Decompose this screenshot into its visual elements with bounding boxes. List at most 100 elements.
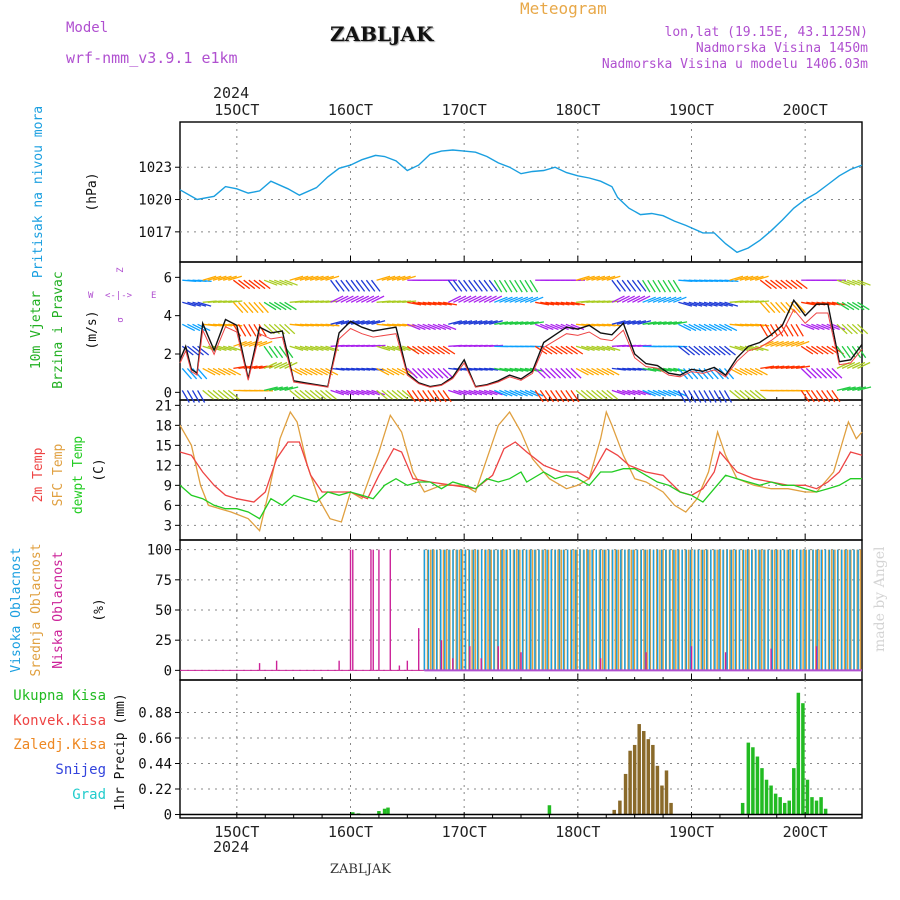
convective-rain-bar bbox=[628, 750, 632, 815]
wind-arrow bbox=[800, 367, 812, 379]
wind-arrow bbox=[805, 390, 815, 403]
wind-arrow bbox=[734, 275, 749, 281]
wind-arrow bbox=[718, 345, 731, 356]
wind-arrow bbox=[442, 301, 458, 306]
wind-arrow bbox=[596, 345, 611, 352]
wind-arrow bbox=[386, 345, 401, 352]
wind-arrow bbox=[627, 389, 641, 396]
wind-arrow bbox=[744, 389, 757, 400]
wind-arrow bbox=[724, 367, 735, 380]
wind-arrow bbox=[263, 279, 278, 286]
wind-arrow bbox=[596, 367, 610, 376]
wind-arrow bbox=[673, 296, 687, 303]
convective-rain-bar bbox=[612, 809, 616, 815]
wind-arrow bbox=[652, 296, 667, 303]
wind-arrow bbox=[366, 320, 381, 325]
wind-arrow bbox=[601, 367, 615, 376]
y-tick-label: 0 bbox=[164, 663, 172, 679]
wind-arrow bbox=[810, 367, 822, 379]
total-rain-bar bbox=[382, 808, 387, 815]
wind-arrow bbox=[422, 301, 437, 306]
wind-arrow bbox=[596, 275, 611, 281]
wind-arrow bbox=[442, 367, 454, 379]
wind-arrow bbox=[816, 367, 828, 379]
wind-arrow bbox=[621, 279, 632, 292]
wind-arrow bbox=[284, 323, 296, 335]
wind-arrow bbox=[463, 295, 477, 303]
total-rain-bar bbox=[755, 756, 760, 815]
wind-arrow bbox=[228, 345, 242, 352]
total-rain-bar bbox=[787, 800, 792, 815]
y-tick-label: 1023 bbox=[138, 160, 172, 176]
wind-arrow bbox=[657, 296, 672, 303]
compass-arrows: <-|-> bbox=[105, 291, 133, 301]
wind-arrow bbox=[514, 279, 523, 293]
temp-units: (C) bbox=[92, 458, 107, 481]
wind-arrow bbox=[642, 389, 656, 397]
wind-arrow bbox=[335, 295, 349, 303]
wind-arrow bbox=[406, 345, 420, 355]
wind-arrow bbox=[207, 275, 222, 281]
wind-arrow bbox=[698, 323, 712, 332]
wind-arrow bbox=[376, 367, 390, 376]
wind-arrow bbox=[314, 389, 327, 400]
wind-arrow bbox=[294, 389, 307, 400]
wind-arrow bbox=[330, 279, 340, 292]
wind-arrow bbox=[581, 345, 595, 352]
y-tick-label: 75 bbox=[155, 573, 172, 589]
wind-arrow bbox=[519, 389, 534, 397]
wind-arrow bbox=[626, 279, 637, 292]
wind-arrow bbox=[550, 345, 563, 355]
wind-arrow bbox=[309, 367, 323, 376]
wind-arrow bbox=[217, 367, 231, 376]
wind-arrow bbox=[253, 301, 264, 314]
wind-arrow bbox=[851, 323, 864, 335]
wind-arrow bbox=[217, 275, 232, 281]
wind-arrow bbox=[729, 345, 744, 352]
meteogram-label: Meteogram bbox=[520, 0, 607, 18]
wind-arrow bbox=[489, 320, 503, 325]
wind-arrow bbox=[668, 367, 683, 372]
wind-arrow bbox=[524, 389, 539, 397]
wind-arrow bbox=[268, 279, 283, 286]
wind-arrow bbox=[371, 344, 386, 347]
wind-arrow bbox=[565, 367, 577, 379]
wind-arrow bbox=[514, 367, 529, 372]
wind-arrow bbox=[570, 323, 585, 331]
wind-arrow bbox=[770, 340, 784, 347]
wind-arrow bbox=[851, 301, 865, 311]
pressure-line bbox=[179, 149, 863, 254]
high-cloud-title: Visoka Oblacnost bbox=[9, 547, 24, 672]
wind-arrow bbox=[212, 275, 227, 281]
wind-arrow bbox=[330, 320, 345, 325]
wind-arrow bbox=[831, 390, 841, 403]
wind-arrow bbox=[647, 321, 662, 325]
wind-arrow bbox=[263, 345, 273, 359]
wind-arrow bbox=[304, 367, 318, 376]
wind-arrow bbox=[519, 296, 534, 303]
wind-arrow bbox=[448, 320, 462, 325]
total-rain-bar bbox=[810, 797, 814, 815]
wind-arrow bbox=[360, 279, 371, 292]
wind-arrow bbox=[463, 320, 478, 325]
wind-arrow bbox=[473, 279, 483, 292]
wind-arrow bbox=[698, 301, 713, 307]
wind-arrow bbox=[529, 321, 545, 325]
wind-arrow bbox=[330, 389, 345, 396]
wind-arrow bbox=[417, 345, 430, 355]
total-rain-bar bbox=[547, 805, 552, 815]
wind-arrow bbox=[724, 279, 739, 283]
wind-arrow bbox=[723, 390, 733, 403]
wind-arrow bbox=[391, 275, 406, 281]
wind-arrow bbox=[698, 390, 707, 403]
wind-arrow bbox=[765, 279, 777, 290]
wind-arrow bbox=[289, 345, 304, 352]
wind-arrow bbox=[555, 323, 569, 331]
total-rain-bar bbox=[782, 802, 787, 815]
wind-arrow bbox=[289, 389, 302, 400]
wind-arrow bbox=[642, 296, 656, 303]
wind-arrow bbox=[376, 345, 391, 352]
wind-arrow bbox=[565, 390, 575, 403]
x-tick-label-bottom: 19OCT bbox=[669, 823, 714, 841]
y-tick-label: 9 bbox=[164, 478, 172, 494]
